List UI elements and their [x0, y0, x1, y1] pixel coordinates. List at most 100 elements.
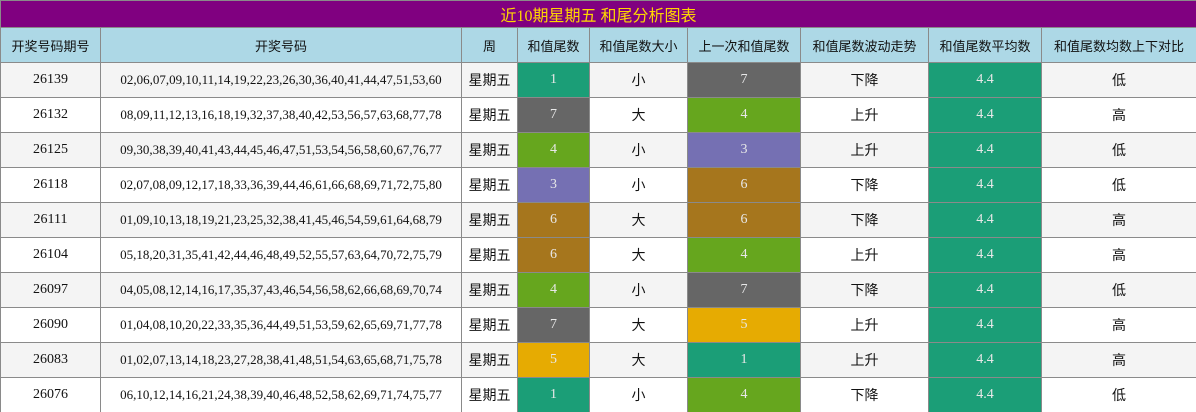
trend-cell: 下降	[800, 167, 929, 203]
compare-cell: 低	[1041, 132, 1196, 168]
weekday-cell: 星期五	[461, 342, 518, 378]
tail-cell: 1	[517, 62, 590, 98]
average-cell: 4.4	[928, 62, 1042, 98]
issue-cell: 26090	[0, 307, 101, 343]
average-cell: 4.4	[928, 132, 1042, 168]
tail-size-cell: 大	[589, 342, 688, 378]
trend-cell: 上升	[800, 307, 929, 343]
issue-cell: 26125	[0, 132, 101, 168]
draw-numbers-cell: 08,09,11,12,13,16,18,19,32,37,38,40,42,5…	[100, 97, 462, 133]
compare-cell: 高	[1041, 97, 1196, 133]
compare-cell: 低	[1041, 377, 1196, 412]
compare-cell: 低	[1041, 272, 1196, 308]
data-row: 26111 01,09,10,13,18,19,21,23,25,32,38,41…	[0, 202, 1196, 238]
data-row: 26076 06,10,12,14,16,21,24,38,39,40,46,48…	[0, 377, 1196, 412]
average-cell: 4.4	[928, 167, 1042, 203]
weekday-cell: 星期五	[461, 307, 518, 343]
compare-cell: 高	[1041, 237, 1196, 273]
average-cell: 4.4	[928, 97, 1042, 133]
average-cell: 4.4	[928, 237, 1042, 273]
column-header: 和值尾数均数上下对比	[1041, 27, 1196, 63]
data-row: 26132 08,09,11,12,13,16,18,19,32,37,38,40…	[0, 97, 1196, 133]
trend-cell: 下降	[800, 377, 929, 412]
column-header: 和值尾数	[517, 27, 590, 63]
compare-cell: 高	[1041, 307, 1196, 343]
data-row: 26104 05,18,20,31,35,41,42,44,46,48,49,52…	[0, 237, 1196, 273]
weekday-cell: 星期五	[461, 167, 518, 203]
draw-numbers-cell: 01,02,07,13,14,18,23,27,28,38,41,48,51,5…	[100, 342, 462, 378]
issue-cell: 26104	[0, 237, 101, 273]
trend-cell: 上升	[800, 237, 929, 273]
previous-tail-cell: 1	[687, 342, 801, 378]
compare-cell: 低	[1041, 167, 1196, 203]
previous-tail-cell: 6	[687, 167, 801, 203]
column-header: 开奖号码	[100, 27, 462, 63]
tail-cell: 4	[517, 132, 590, 168]
issue-cell: 26139	[0, 62, 101, 98]
trend-cell: 下降	[800, 272, 929, 308]
average-cell: 4.4	[928, 342, 1042, 378]
tail-cell: 6	[517, 202, 590, 238]
draw-numbers-cell: 01,04,08,10,20,22,33,35,36,44,49,51,53,5…	[100, 307, 462, 343]
issue-cell: 26076	[0, 377, 101, 412]
weekday-cell: 星期五	[461, 62, 518, 98]
average-cell: 4.4	[928, 307, 1042, 343]
column-header: 和值尾数平均数	[928, 27, 1042, 63]
data-row: 26097 04,05,08,12,14,16,17,35,37,43,46,54…	[0, 272, 1196, 308]
weekday-cell: 星期五	[461, 237, 518, 273]
weekday-cell: 星期五	[461, 97, 518, 133]
trend-cell: 下降	[800, 62, 929, 98]
draw-numbers-cell: 04,05,08,12,14,16,17,35,37,43,46,54,56,5…	[100, 272, 462, 308]
weekday-cell: 星期五	[461, 132, 518, 168]
tail-cell: 3	[517, 167, 590, 203]
issue-cell: 26118	[0, 167, 101, 203]
weekday-cell: 星期五	[461, 272, 518, 308]
compare-cell: 高	[1041, 202, 1196, 238]
previous-tail-cell: 7	[687, 272, 801, 308]
previous-tail-cell: 4	[687, 237, 801, 273]
tail-cell: 6	[517, 237, 590, 273]
tail-size-cell: 小	[589, 272, 688, 308]
draw-numbers-cell: 01,09,10,13,18,19,21,23,25,32,38,41,45,4…	[100, 202, 462, 238]
draw-numbers-cell: 06,10,12,14,16,21,24,38,39,40,46,48,52,5…	[100, 377, 462, 412]
data-row: 26118 02,07,08,09,12,17,18,33,36,39,44,46…	[0, 167, 1196, 203]
trend-cell: 上升	[800, 342, 929, 378]
table-body: 26139 02,06,07,09,10,11,14,19,22,23,26,30…	[0, 62, 1196, 412]
draw-numbers-cell: 02,06,07,09,10,11,14,19,22,23,26,30,36,4…	[100, 62, 462, 98]
tail-cell: 7	[517, 307, 590, 343]
tail-size-cell: 大	[589, 97, 688, 133]
trend-cell: 上升	[800, 97, 929, 133]
trend-cell: 上升	[800, 132, 929, 168]
average-cell: 4.4	[928, 202, 1042, 238]
column-header: 和值尾数波动走势	[800, 27, 929, 63]
tail-size-cell: 小	[589, 62, 688, 98]
tail-cell: 4	[517, 272, 590, 308]
draw-numbers-cell: 09,30,38,39,40,41,43,44,45,46,47,51,53,5…	[100, 132, 462, 168]
issue-cell: 26111	[0, 202, 101, 238]
compare-cell: 高	[1041, 342, 1196, 378]
previous-tail-cell: 3	[687, 132, 801, 168]
issue-cell: 26097	[0, 272, 101, 308]
tail-cell: 7	[517, 97, 590, 133]
data-row: 26125 09,30,38,39,40,41,43,44,45,46,47,51…	[0, 132, 1196, 168]
previous-tail-cell: 5	[687, 307, 801, 343]
previous-tail-cell: 7	[687, 62, 801, 98]
draw-numbers-cell: 05,18,20,31,35,41,42,44,46,48,49,52,55,5…	[100, 237, 462, 273]
issue-cell: 26132	[0, 97, 101, 133]
table-title: 近10期星期五 和尾分析图表	[0, 0, 1196, 28]
tail-size-cell: 小	[589, 377, 688, 412]
tail-cell: 1	[517, 377, 590, 412]
column-header: 开奖号码期号	[0, 27, 101, 63]
previous-tail-cell: 4	[687, 377, 801, 412]
data-row: 26083 01,02,07,13,14,18,23,27,28,38,41,48…	[0, 342, 1196, 378]
column-header: 上一次和值尾数	[687, 27, 801, 63]
column-header: 周	[461, 27, 518, 63]
tail-size-cell: 小	[589, 167, 688, 203]
tail-size-cell: 大	[589, 307, 688, 343]
tail-size-cell: 大	[589, 202, 688, 238]
column-header: 和值尾数大小	[589, 27, 688, 63]
previous-tail-cell: 4	[687, 97, 801, 133]
header-row: 开奖号码期号 开奖号码周和值尾数 和值尾数大小 上一次和值尾数 和值尾数波动走势 和值尾数…	[0, 27, 1196, 63]
tail-cell: 5	[517, 342, 590, 378]
